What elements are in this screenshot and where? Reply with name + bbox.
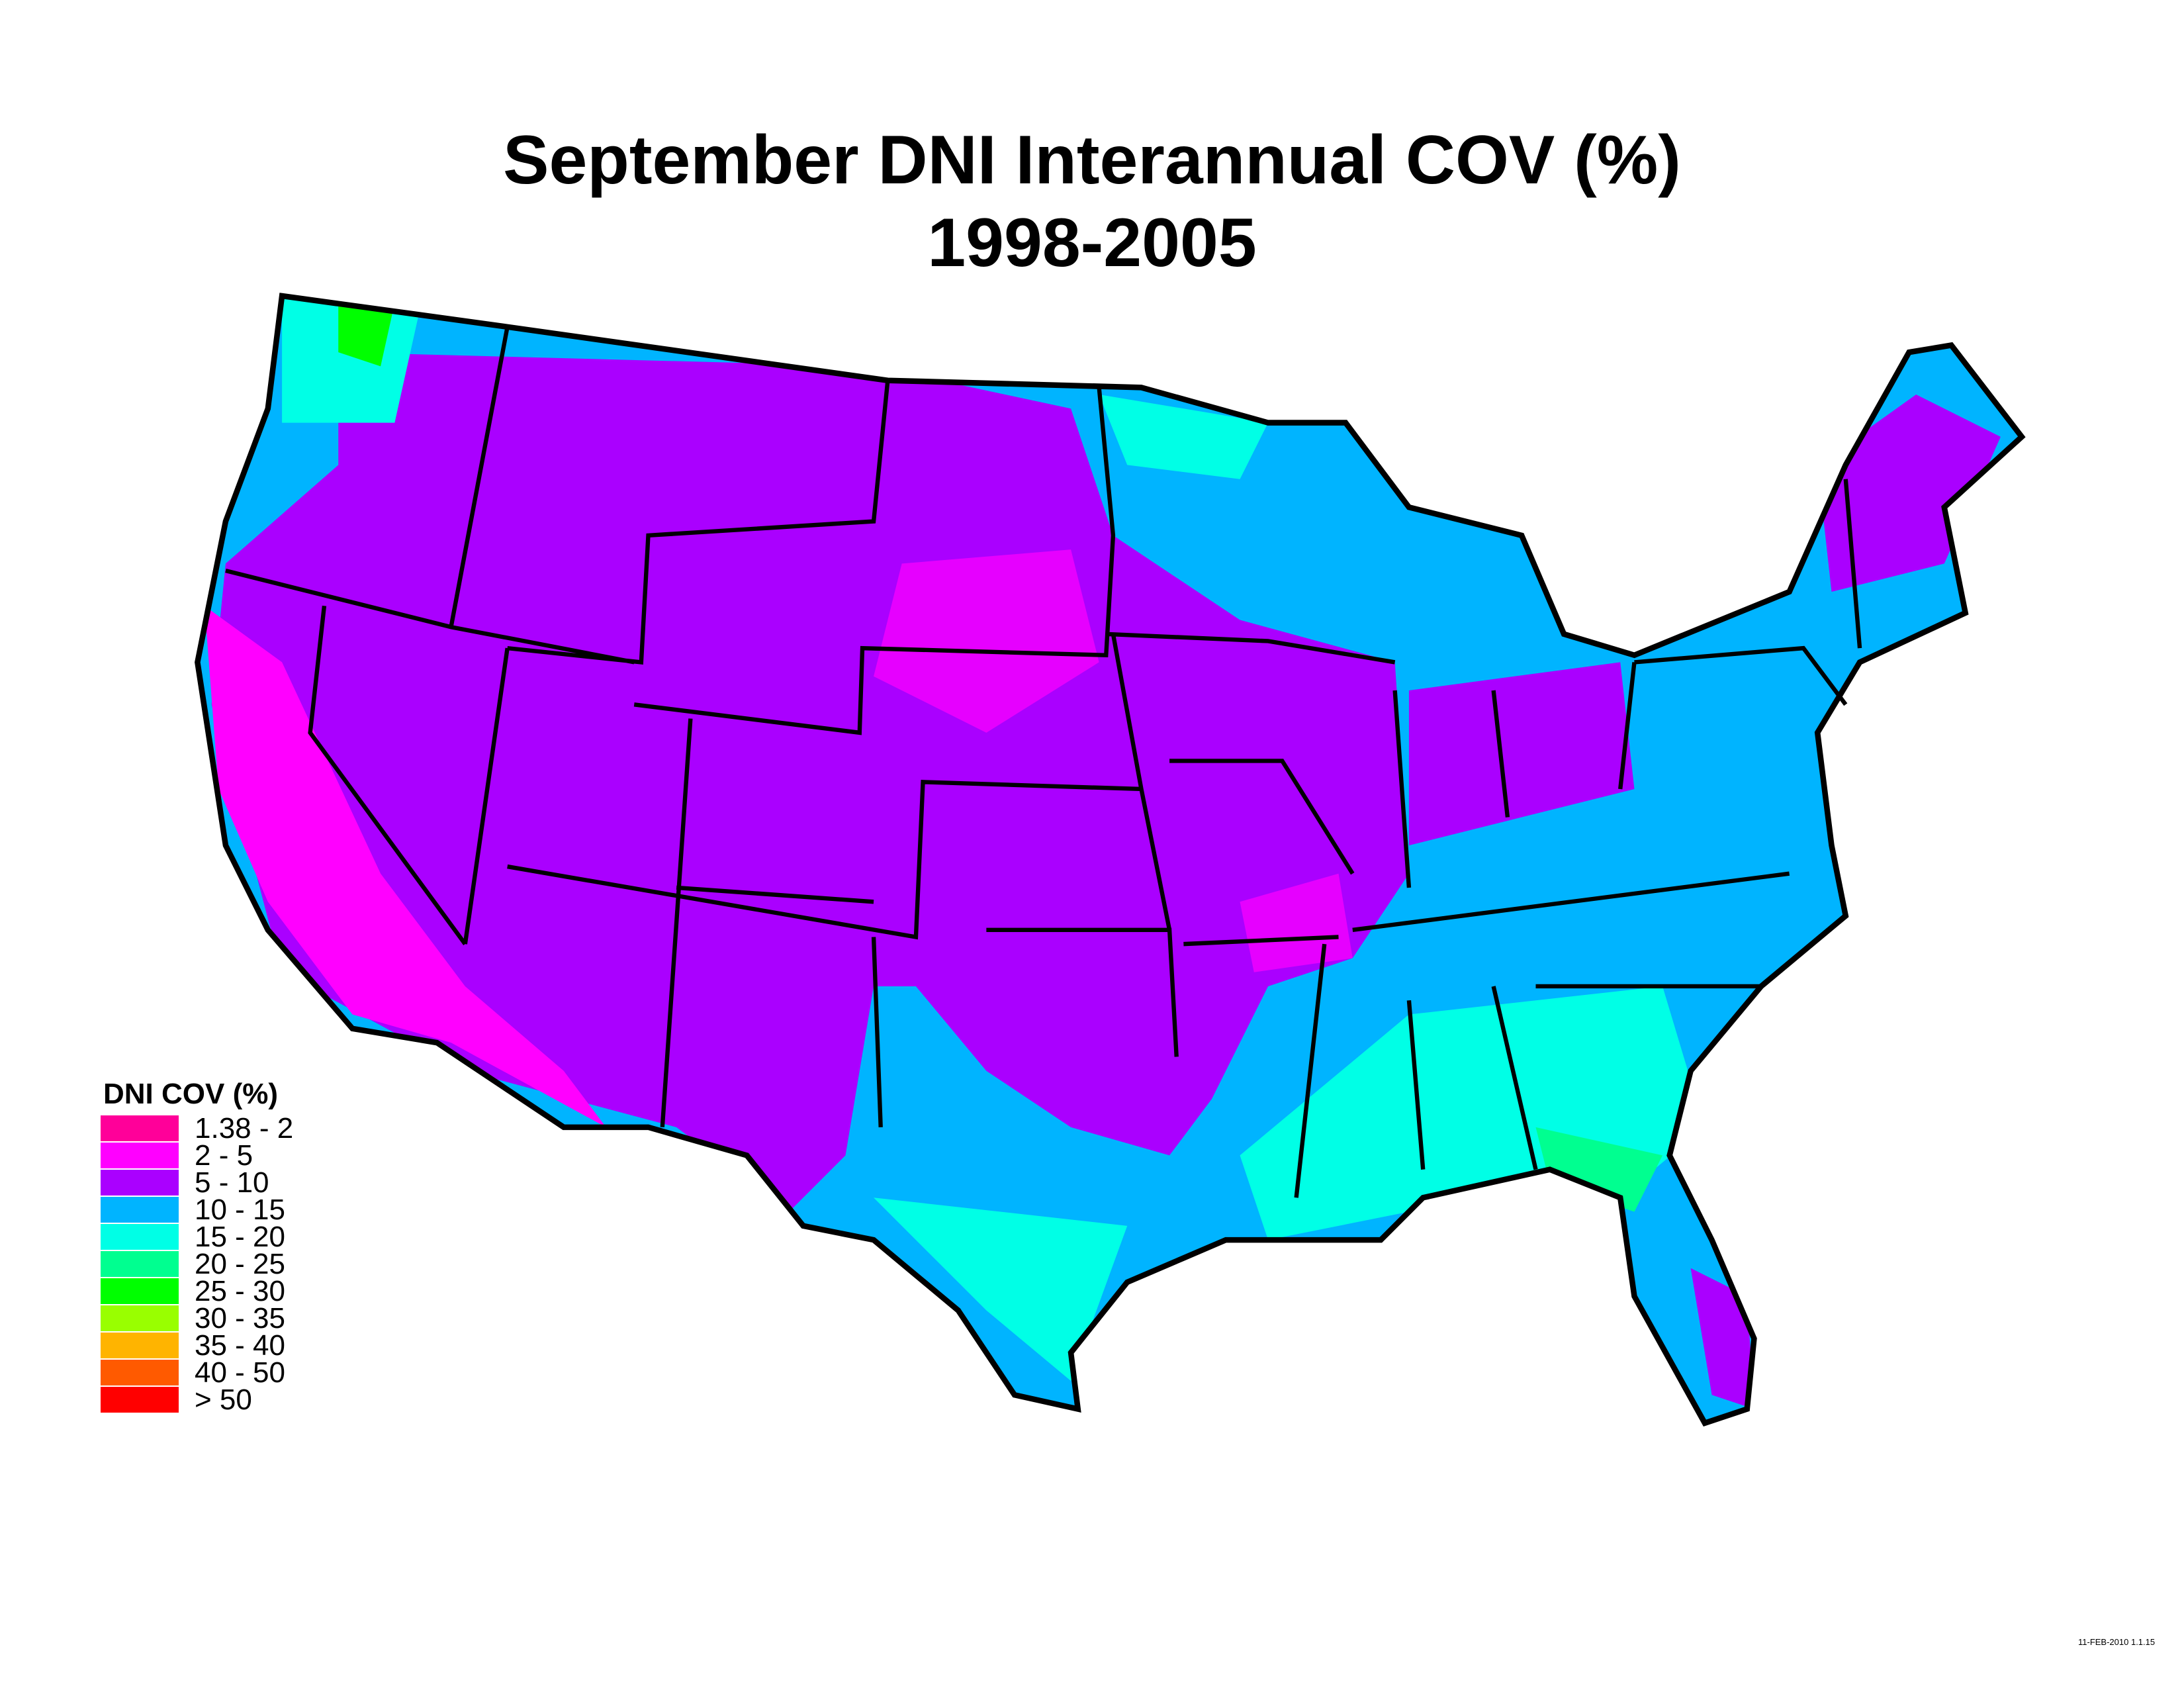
legend-label: 35 - 40: [195, 1329, 285, 1362]
legend-swatch: [101, 1305, 179, 1331]
legend-label: 1.38 - 2: [195, 1111, 294, 1145]
legend-swatch: [101, 1360, 179, 1385]
legend-item: 20 - 25: [101, 1247, 293, 1280]
legend-swatch: [101, 1333, 179, 1358]
region-5-10-east: [1408, 662, 1635, 846]
region-15-20-mn: [1099, 394, 1269, 479]
legend-item: 15 - 20: [101, 1221, 293, 1253]
legend-swatch: [101, 1224, 179, 1250]
legend-item: 40 - 50: [101, 1356, 293, 1389]
map-title: September DNI Interannual COV (%): [503, 122, 1681, 199]
state-borders: [225, 326, 1862, 1198]
legend-swatch: [101, 1387, 179, 1413]
legend-item: 5 - 10: [101, 1166, 293, 1199]
region-2-5-ca: [205, 606, 606, 1127]
map-subtitle: 1998-2005: [927, 205, 1257, 281]
legend-swatch: [101, 1143, 179, 1168]
legend-swatch: [101, 1278, 179, 1304]
legend-label: 5 - 10: [195, 1166, 269, 1199]
region-2-5-plains: [874, 549, 1099, 733]
legend-item: 30 - 35: [101, 1301, 293, 1335]
legend-item: 25 - 30: [101, 1274, 293, 1307]
legend-label: > 50: [195, 1383, 252, 1416]
legend-swatch: [101, 1197, 179, 1223]
legend-label: 40 - 50: [195, 1356, 285, 1389]
legend-item: 10 - 15: [101, 1194, 293, 1226]
legend-label: 10 - 15: [195, 1193, 285, 1226]
legend-item: 35 - 40: [101, 1329, 293, 1362]
legend-title: DNI COV (%): [103, 1078, 278, 1110]
legend-swatch: [101, 1170, 179, 1196]
legend-label: 15 - 20: [195, 1220, 285, 1253]
region-5-10-ne: [1817, 394, 2001, 592]
date-stamp: 11-FEB-2010 1.1.15: [2078, 1637, 2156, 1647]
legend-label: 2 - 5: [195, 1139, 253, 1172]
region-25-30-wa: [338, 295, 395, 367]
legend-item: > 50: [101, 1383, 293, 1416]
legend-label: 25 - 30: [195, 1274, 285, 1307]
region-15-20-tx: [874, 1197, 1128, 1381]
legend-item: 2 - 5: [101, 1139, 293, 1172]
legend-label: 30 - 35: [195, 1301, 285, 1335]
region-20-25-ga: [1535, 1127, 1663, 1212]
legend-item: 1.38 - 2: [101, 1111, 294, 1145]
legend-swatch: [101, 1115, 179, 1141]
legend-swatch: [101, 1251, 179, 1277]
legend-label: 20 - 25: [195, 1247, 285, 1280]
